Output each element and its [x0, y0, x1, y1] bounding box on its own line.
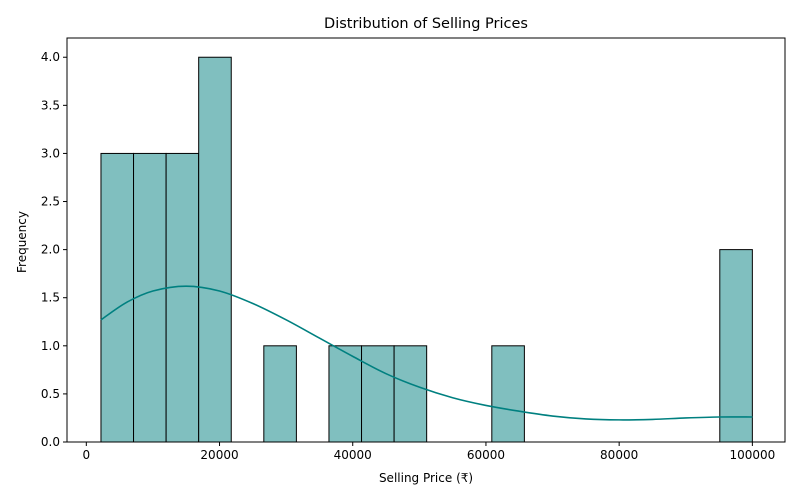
- histogram-bar: [719, 249, 753, 443]
- x-tick-label: 80000: [600, 448, 638, 462]
- x-tick-label: 20000: [200, 448, 238, 462]
- y-tick-label: 2.0: [41, 243, 60, 257]
- plot-area: 0 20000 40000 60000 80000 100000 0.0 0.5 1.0 1.5 2…: [41, 37, 786, 462]
- histogram-bar: [133, 152, 167, 443]
- histogram-bar: [165, 152, 200, 443]
- histogram-bar: [491, 345, 525, 443]
- y-tick-label: 3.0: [41, 146, 60, 160]
- chart-title: Distribution of Selling Prices: [324, 16, 528, 32]
- x-tick-label: 60000: [467, 448, 505, 462]
- x-tick-label: 40000: [334, 448, 372, 462]
- histogram-bar: [263, 345, 297, 443]
- y-tick-label: 0.0: [41, 435, 60, 449]
- histogram-bar: [100, 152, 135, 443]
- y-axis-title: Frequency: [15, 211, 29, 273]
- y-tick-label: 1.5: [41, 291, 60, 305]
- y-tick-label: 1.0: [41, 339, 60, 353]
- histogram-bar: [361, 345, 395, 443]
- x-axis-title: Selling Price (₹): [379, 471, 473, 485]
- y-tick-label: 3.5: [41, 98, 60, 112]
- kde-curve: [100, 285, 753, 421]
- y-tick-label: 4.0: [41, 50, 60, 64]
- histogram-bar: [393, 345, 428, 443]
- histogram-bar: [198, 56, 232, 443]
- y-tick-label: 2.5: [41, 195, 60, 209]
- x-tick-label: 100000: [729, 448, 775, 462]
- histogram-bar: [328, 345, 363, 443]
- y-tick-label: 0.5: [41, 387, 60, 401]
- axes-frame: [66, 37, 786, 443]
- x-tick-label: 0: [82, 448, 90, 462]
